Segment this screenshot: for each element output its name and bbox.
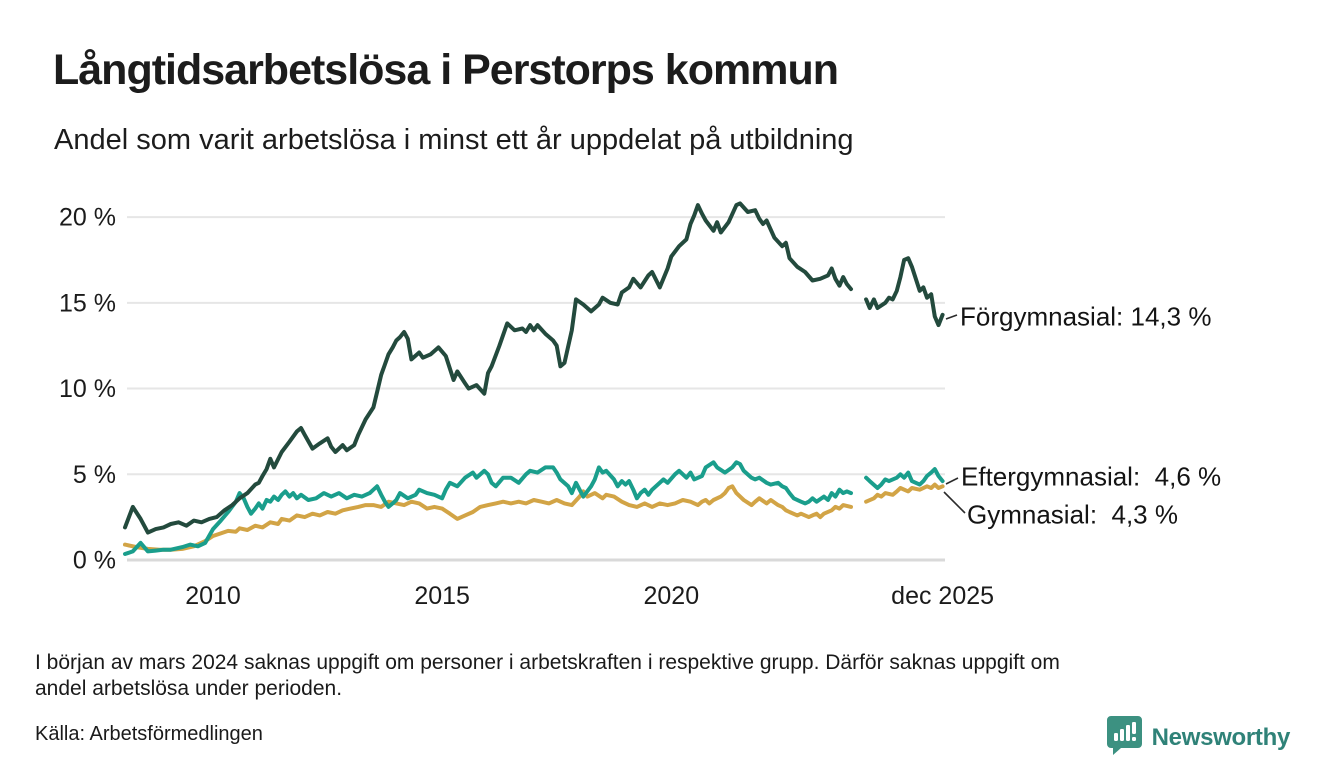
chart-subtitle: Andel som varit arbetslösa i minst ett å… [54,124,854,156]
connector-eftergymnasial [945,477,959,485]
line-eftergymnasial [864,467,945,490]
y-tick-label: 0 % [73,547,116,575]
line-frgymnasial [864,256,945,328]
line-frgymnasial [123,201,853,535]
newsworthy-brand: Newsworthy [1106,715,1290,760]
footnote-line-2: andel arbetslösa under perioden. [35,677,343,700]
newsworthy-logo-icon [1106,715,1143,760]
connector-gymnasial [943,491,966,514]
chart-footnote: I början av mars 2024 saknas uppgift om … [35,650,1060,702]
source-attribution: Källa: Arbetsförmedlingen [35,723,263,745]
line-gymnasial [864,482,945,504]
page-title: Långtidsarbetslösa i Perstorps kommun [53,46,839,94]
line-gymnasial [123,484,853,552]
y-tick-label: 20 % [59,204,116,232]
connector-forgymnasial [945,314,958,320]
series-label-forgymnasial: Förgymnasial: 14,3 % [960,301,1212,332]
y-tick-label: 10 % [59,375,116,403]
newsworthy-wordmark: Newsworthy [1151,723,1291,751]
y-tick-label: 15 % [59,289,116,317]
footnote-line-1: I början av mars 2024 saknas uppgift om … [35,651,1060,674]
line-eftergymnasial [123,460,853,556]
x-tick-label: dec 2025 [891,582,994,610]
y-tick-label: 5 % [73,461,116,489]
series-label-eftergymnasial: Eftergymnasial: 4,6 % [961,461,1222,492]
x-tick-label: 2010 [185,582,241,610]
series-label-gymnasial: Gymnasial: 4,3 % [967,499,1178,530]
x-tick-label: 2015 [414,582,470,610]
x-tick-label: 2020 [643,582,699,610]
